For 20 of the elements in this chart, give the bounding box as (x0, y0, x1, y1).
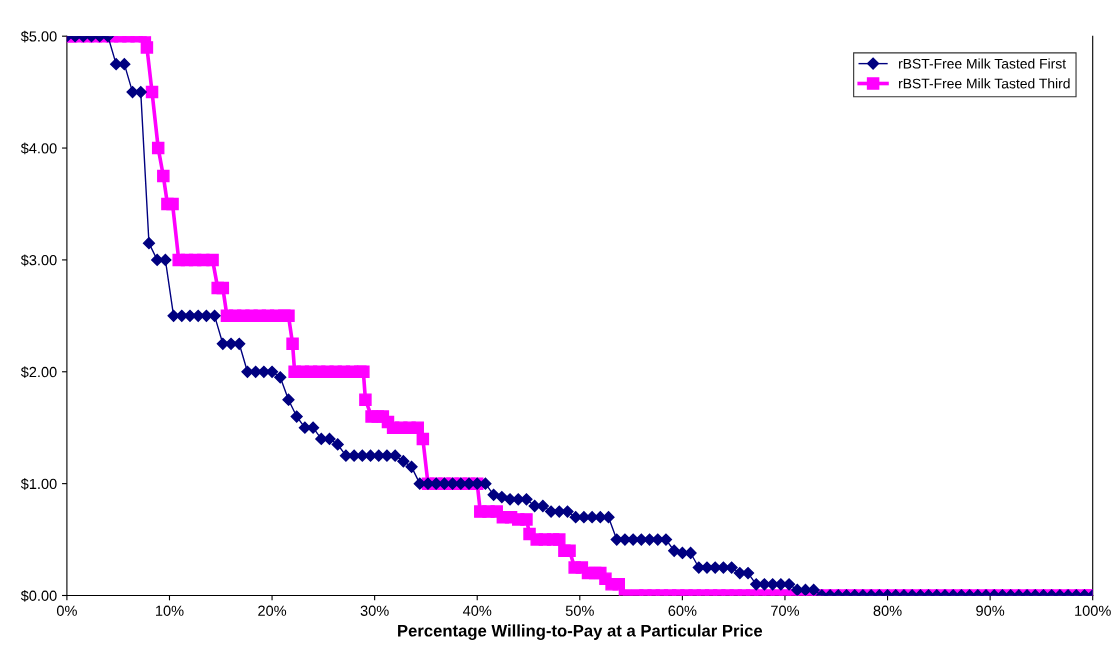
x-tick-label: 80% (873, 605, 902, 616)
x-tick-label: 70% (771, 605, 800, 616)
x-tick-label: 90% (976, 605, 1005, 616)
y-tick-label: $0.00 (20, 589, 57, 602)
legend-label: rBST-Free Milk Tasted First (899, 58, 1066, 69)
x-tick-label: 10% (156, 605, 184, 616)
y-tick-label: $5.00 (20, 30, 57, 43)
x-tick-label: 0% (56, 605, 77, 616)
x-tick-label: 30% (360, 605, 389, 616)
y-tick-label: $1.00 (20, 478, 57, 490)
x-tick-label: 20% (258, 605, 287, 616)
x-axis-title: Percentage Willing-to-Pay at a Particular Price (398, 624, 763, 640)
legend-label: rBST-Free Milk Tasted Third (899, 78, 1070, 89)
y-tick-label: $2.00 (20, 366, 57, 379)
x-tick-label: 50% (565, 605, 594, 616)
x-tick-label: 60% (668, 605, 697, 616)
y-tick-label: $4.00 (20, 142, 57, 155)
x-tick-label: 40% (462, 605, 492, 616)
x-tick-label: 100% (1075, 605, 1111, 616)
y-tick-label: $3.00 (20, 254, 57, 267)
